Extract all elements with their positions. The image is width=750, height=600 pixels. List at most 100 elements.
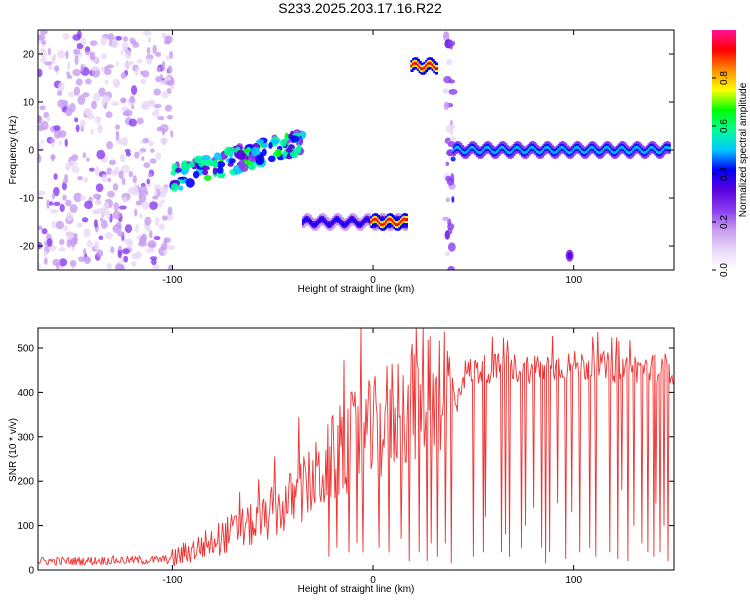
heatmap-cell bbox=[485, 145, 490, 149]
heatmap-cell bbox=[38, 68, 43, 78]
heatmap-cell bbox=[120, 97, 127, 104]
heatmap-cell bbox=[539, 151, 543, 155]
heatmap-cell bbox=[66, 211, 73, 222]
heatmap-cell bbox=[39, 105, 46, 111]
heatmap-cell bbox=[153, 236, 161, 241]
heatmap-cell bbox=[138, 193, 147, 203]
heatmap-cell bbox=[130, 261, 137, 267]
heatmap-cell bbox=[550, 149, 555, 153]
heatmap-cell bbox=[170, 182, 179, 192]
heatmap-cell bbox=[100, 217, 104, 222]
snr-line bbox=[38, 328, 674, 567]
heatmap-cell bbox=[425, 64, 429, 68]
heatmap-cell bbox=[484, 146, 488, 150]
heatmap-cell bbox=[416, 63, 421, 67]
heatmap-cell bbox=[153, 103, 162, 109]
heatmap-cell bbox=[38, 115, 43, 125]
heatmap-cell bbox=[163, 39, 171, 45]
heatmap-cell bbox=[125, 151, 131, 157]
heatmap-cell bbox=[96, 249, 104, 257]
heatmap-cell bbox=[49, 138, 56, 143]
heatmap-cell bbox=[130, 85, 138, 96]
heatmap-cell bbox=[421, 67, 425, 71]
heatmap-cell bbox=[135, 250, 142, 259]
heatmap-cell bbox=[413, 61, 417, 65]
heatmap-cell bbox=[175, 167, 182, 173]
heatmap-cell bbox=[467, 148, 471, 152]
heatmap-cell bbox=[454, 146, 458, 150]
heatmap-cell bbox=[75, 124, 80, 133]
heatmap-cell bbox=[604, 146, 608, 150]
heatmap-cell bbox=[144, 216, 152, 226]
heatmap-cell bbox=[624, 148, 628, 152]
heatmap-cell bbox=[469, 146, 473, 150]
heatmap-cell bbox=[495, 150, 500, 154]
heatmap-cell bbox=[221, 152, 226, 161]
heatmap-cell bbox=[510, 150, 515, 154]
heatmap-cell bbox=[108, 159, 116, 166]
heatmap-cell bbox=[155, 76, 163, 83]
heatmap-cell bbox=[194, 155, 203, 164]
heatmap-cell bbox=[53, 65, 60, 72]
heatmap-cell bbox=[617, 147, 621, 151]
heatmap-cell bbox=[41, 40, 47, 45]
heatmap-cell bbox=[386, 218, 390, 222]
heatmap-cell bbox=[178, 185, 184, 191]
heatmap-cell bbox=[58, 81, 65, 92]
heatmap-cell bbox=[203, 174, 212, 182]
heatmap-cell bbox=[38, 225, 43, 231]
heatmap-cell bbox=[89, 51, 94, 60]
heatmap-cell bbox=[110, 246, 115, 254]
heatmap-cell bbox=[122, 111, 130, 116]
heatmap-cell bbox=[446, 178, 455, 186]
heatmap-cell bbox=[201, 165, 210, 171]
heatmap-cell bbox=[159, 201, 163, 208]
heatmap-cell bbox=[169, 51, 174, 60]
heatmap-cell bbox=[93, 209, 99, 215]
heatmap-cell bbox=[279, 138, 287, 147]
heatmap-cell bbox=[161, 127, 166, 136]
heatmap-cell bbox=[344, 223, 348, 227]
heatmap-cell bbox=[124, 61, 130, 70]
heatmap-cell bbox=[296, 146, 302, 154]
heatmap-cell bbox=[46, 115, 51, 122]
heatmap-cell bbox=[123, 255, 129, 263]
y-tick-label: 100 bbox=[17, 521, 34, 532]
heatmap-cell bbox=[148, 101, 156, 108]
heatmap-cell bbox=[119, 153, 126, 163]
heatmap-cell bbox=[448, 88, 458, 95]
heatmap-cell bbox=[524, 151, 528, 155]
heatmap-cell bbox=[612, 151, 616, 155]
heatmap-cell bbox=[161, 215, 168, 221]
heatmap-cell bbox=[639, 148, 643, 152]
heatmap-cell bbox=[322, 218, 326, 222]
heatmap-cell bbox=[415, 62, 419, 66]
x-tick-label: 0 bbox=[370, 275, 376, 286]
heatmap-cell bbox=[487, 146, 491, 150]
heatmap-cell bbox=[145, 248, 155, 254]
heatmap-cell bbox=[389, 218, 394, 222]
heatmap-cell bbox=[318, 218, 323, 222]
y-tick-label: 20 bbox=[23, 50, 35, 61]
snr-y-ticks: 0 100 200 300 400 500 bbox=[17, 343, 674, 577]
heatmap-feature-1 bbox=[169, 129, 307, 192]
heatmap-cell bbox=[517, 146, 521, 150]
heatmap-cell bbox=[69, 204, 78, 213]
heatmap-cell bbox=[564, 147, 568, 151]
heatmap-cell bbox=[527, 148, 531, 152]
heatmap-cell bbox=[444, 250, 451, 257]
heatmap-cell bbox=[607, 146, 611, 150]
heatmap-cell bbox=[449, 120, 454, 127]
x-tick-label: -100 bbox=[162, 275, 182, 286]
heatmap-cell bbox=[255, 157, 265, 165]
heatmap-cell bbox=[202, 169, 209, 176]
heatmap-cell bbox=[167, 65, 173, 74]
heatmap-cell bbox=[165, 55, 171, 61]
heatmap-cell bbox=[134, 67, 139, 77]
heatmap-cell bbox=[327, 223, 331, 227]
heatmap-cell bbox=[40, 120, 49, 131]
heatmap-cell bbox=[600, 149, 605, 153]
heatmap-cell bbox=[132, 175, 137, 184]
heatmap-cell bbox=[339, 219, 343, 223]
heatmap-cell bbox=[647, 147, 651, 151]
